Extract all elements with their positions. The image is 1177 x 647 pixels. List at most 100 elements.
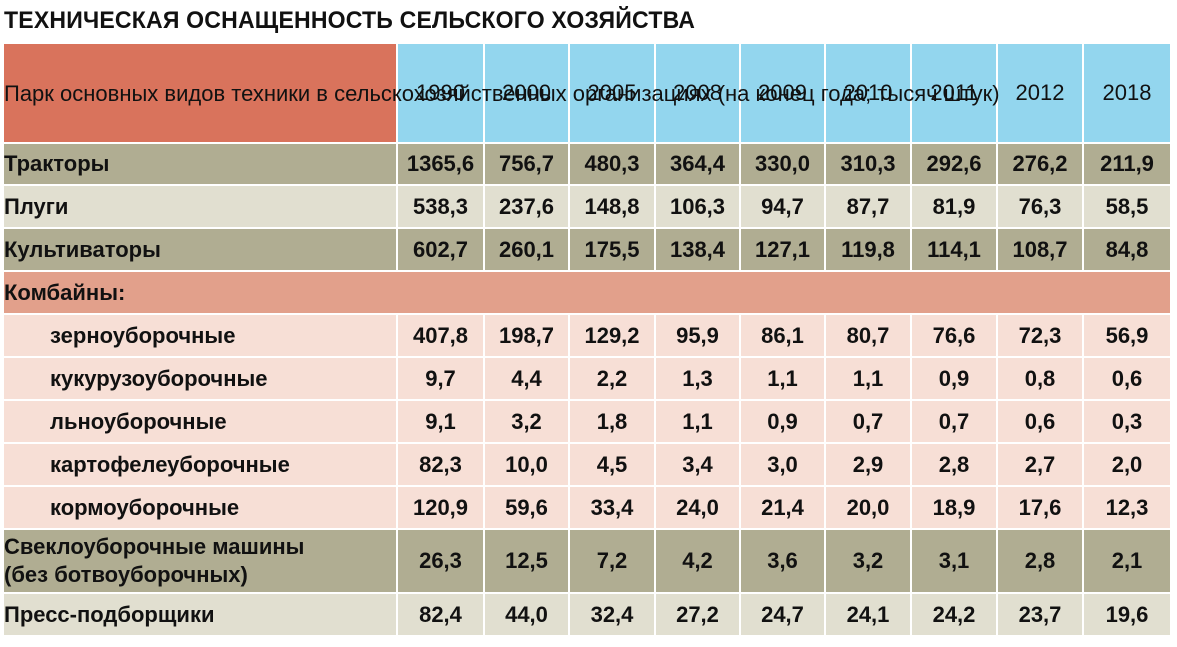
year-header: 2011	[911, 44, 998, 144]
row-label: льноуборочные	[4, 400, 398, 444]
cell-value: 538,3	[397, 185, 485, 229]
cell-value: 0,9	[740, 400, 826, 444]
cell-value: 602,7	[397, 228, 485, 272]
cell-value: 1,1	[655, 400, 741, 444]
cell-value: 9,1	[397, 400, 485, 444]
cell-value: 56,9	[1083, 314, 1170, 358]
cell-value: 292,6	[911, 143, 998, 186]
cell-value: 237,6	[484, 185, 570, 229]
cell-value: 95,9	[655, 314, 741, 358]
cell-value: 21,4	[740, 486, 826, 530]
cell-value: 3,4	[655, 443, 741, 487]
cell-value: 3,1	[911, 529, 998, 594]
cell-value: 4,5	[569, 443, 656, 487]
cell-value: 81,9	[911, 185, 998, 229]
cell-value: 2,1	[1083, 529, 1170, 594]
cell-value: 44,0	[484, 593, 570, 637]
cell-value: 12,3	[1083, 486, 1170, 530]
cell-value: 2,8	[997, 529, 1084, 594]
cell-value: 9,7	[397, 357, 485, 401]
section-label: Комбайны:	[4, 271, 1170, 315]
cell-value: 0,6	[1083, 357, 1170, 401]
year-header: 2018	[1083, 44, 1170, 144]
row-label: Свеклоуборочные машины (без ботвоуборочн…	[4, 529, 398, 594]
cell-value: 330,0	[740, 143, 826, 186]
cell-value: 76,6	[911, 314, 998, 358]
cell-value: 0,7	[911, 400, 998, 444]
cell-value: 80,7	[825, 314, 912, 358]
row-label: Культиваторы	[4, 228, 398, 272]
cell-value: 84,8	[1083, 228, 1170, 272]
table-row: картофелеуборочные 82,3 10,0 4,5 3,4 3,0…	[4, 443, 1170, 487]
cell-value: 76,3	[997, 185, 1084, 229]
cell-value: 82,3	[397, 443, 485, 487]
cell-value: 0,6	[997, 400, 1084, 444]
table-row: Тракторы 1365,6 756,7 480,3 364,4 330,0 …	[4, 143, 1170, 186]
header-label: Парк основных видов техники в сельскохоз…	[4, 44, 1000, 144]
cell-value: 4,4	[484, 357, 570, 401]
year-header: 2008	[655, 44, 741, 144]
cell-value: 3,0	[740, 443, 826, 487]
cell-value: 3,2	[484, 400, 570, 444]
cell-value: 87,7	[825, 185, 912, 229]
cell-value: 3,2	[825, 529, 912, 594]
year-header: 1990	[397, 44, 485, 144]
cell-value: 4,2	[655, 529, 741, 594]
cell-value: 2,9	[825, 443, 912, 487]
cell-value: 18,9	[911, 486, 998, 530]
row-label: картофелеуборочные	[4, 443, 398, 487]
cell-value: 198,7	[484, 314, 570, 358]
cell-value: 26,3	[397, 529, 485, 594]
row-label: Плуги	[4, 185, 398, 229]
cell-value: 2,8	[911, 443, 998, 487]
cell-value: 94,7	[740, 185, 826, 229]
cell-value: 364,4	[655, 143, 741, 186]
cell-value: 82,4	[397, 593, 485, 637]
row-label: Тракторы	[4, 143, 398, 186]
cell-value: 119,8	[825, 228, 912, 272]
row-label-line: Свеклоуборочные машины	[4, 534, 305, 559]
cell-value: 276,2	[997, 143, 1084, 186]
table-row: Культиваторы 602,7 260,1 175,5 138,4 127…	[4, 228, 1170, 272]
cell-value: 10,0	[484, 443, 570, 487]
year-header: 2000	[484, 44, 570, 144]
cell-value: 129,2	[569, 314, 656, 358]
cell-value: 12,5	[484, 529, 570, 594]
cell-value: 58,5	[1083, 185, 1170, 229]
cell-value: 1,1	[825, 357, 912, 401]
cell-value: 1,8	[569, 400, 656, 444]
cell-value: 24,1	[825, 593, 912, 637]
cell-value: 1365,6	[397, 143, 485, 186]
cell-value: 1,3	[655, 357, 741, 401]
header-row: Парк основных видов техники в сельскохоз…	[4, 44, 1170, 144]
cell-value: 310,3	[825, 143, 912, 186]
cell-value: 7,2	[569, 529, 656, 594]
cell-value: 0,8	[997, 357, 1084, 401]
cell-value: 2,0	[1083, 443, 1170, 487]
cell-value: 33,4	[569, 486, 656, 530]
cell-value: 106,3	[655, 185, 741, 229]
cell-value: 211,9	[1083, 143, 1170, 186]
row-label: кукурузоуборочные	[4, 357, 398, 401]
cell-value: 2,7	[997, 443, 1084, 487]
table-row: кормоуборочные 120,9 59,6 33,4 24,0 21,4…	[4, 486, 1170, 530]
cell-value: 24,7	[740, 593, 826, 637]
year-header: 2012	[997, 44, 1084, 144]
cell-value: 32,4	[569, 593, 656, 637]
cell-value: 3,6	[740, 529, 826, 594]
cell-value: 127,1	[740, 228, 826, 272]
year-header: 2010	[825, 44, 912, 144]
table-row: кукурузоуборочные 9,7 4,4 2,2 1,3 1,1 1,…	[4, 357, 1170, 401]
cell-value: 0,7	[825, 400, 912, 444]
cell-value: 86,1	[740, 314, 826, 358]
cell-value: 72,3	[997, 314, 1084, 358]
cell-value: 114,1	[911, 228, 998, 272]
cell-value: 108,7	[997, 228, 1084, 272]
cell-value: 27,2	[655, 593, 741, 637]
cell-value: 175,5	[569, 228, 656, 272]
cell-value: 0,9	[911, 357, 998, 401]
row-label: Пресс-подборщики	[4, 593, 398, 637]
cell-value: 2,2	[569, 357, 656, 401]
cell-value: 20,0	[825, 486, 912, 530]
table-row: Пресс-подборщики 82,4 44,0 32,4 27,2 24,…	[4, 593, 1170, 637]
